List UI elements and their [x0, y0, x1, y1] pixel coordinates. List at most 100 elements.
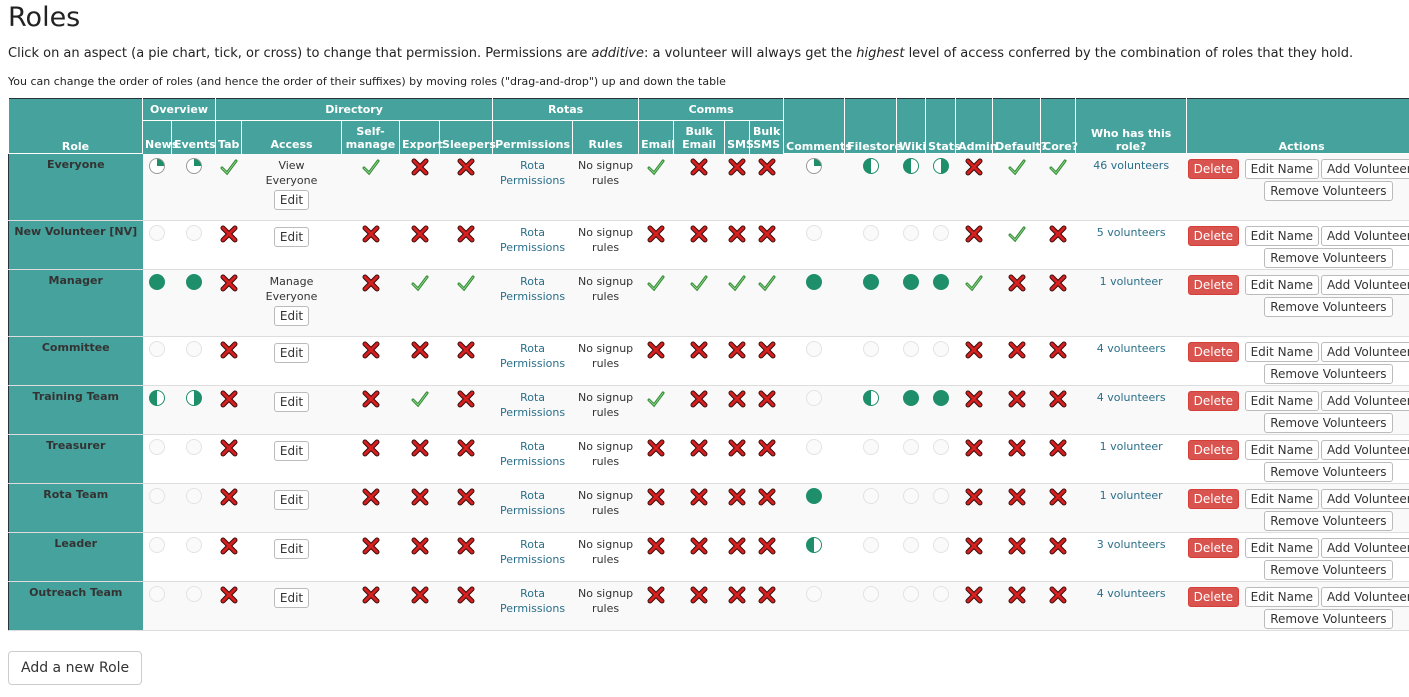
- edit-name-button[interactable]: Edit Name: [1244, 489, 1320, 509]
- access-edit-button[interactable]: Edit: [273, 306, 310, 326]
- remove-volunteers-button[interactable]: Remove Volunteers: [1264, 248, 1393, 268]
- cross-icon[interactable]: [220, 537, 238, 555]
- cross-icon[interactable]: [1049, 341, 1067, 359]
- rota-permissions-link[interactable]: Rota Permissions: [500, 538, 566, 566]
- add-volunteers-button[interactable]: Add Volunteers: [1321, 440, 1409, 460]
- cross-icon[interactable]: [758, 586, 776, 604]
- table-row[interactable]: Manager Manage Everyone Edit Rota Permission…: [8, 269, 1409, 337]
- tick-icon[interactable]: [758, 274, 776, 292]
- tick-icon[interactable]: [647, 274, 665, 292]
- cross-icon[interactable]: [1008, 488, 1026, 506]
- rules-text[interactable]: No signup rules: [578, 342, 634, 370]
- cross-icon[interactable]: [965, 225, 983, 243]
- add-volunteers-button[interactable]: Add Volunteers: [1321, 538, 1409, 558]
- access-edit-button[interactable]: Edit: [273, 539, 310, 559]
- add-volunteers-button[interactable]: Add Volunteers: [1321, 159, 1409, 179]
- table-row[interactable]: Committee Edit Rota Permissions No signup r…: [8, 336, 1409, 386]
- pie-full-icon[interactable]: [806, 274, 823, 290]
- cross-icon[interactable]: [411, 341, 429, 359]
- delete-button[interactable]: Delete: [1187, 440, 1240, 460]
- cross-icon[interactable]: [220, 586, 238, 604]
- cross-icon[interactable]: [965, 537, 983, 555]
- cross-icon[interactable]: [1008, 439, 1026, 457]
- table-row[interactable]: Rota Team Edit Rota Permissions No signup r…: [8, 483, 1409, 533]
- cross-icon[interactable]: [758, 537, 776, 555]
- access-edit-button[interactable]: Edit: [273, 490, 310, 510]
- remove-volunteers-button[interactable]: Remove Volunteers: [1264, 609, 1393, 629]
- pie-empty-icon[interactable]: [149, 341, 165, 357]
- edit-name-button[interactable]: Edit Name: [1244, 391, 1320, 411]
- edit-name-button[interactable]: Edit Name: [1244, 226, 1320, 246]
- rules-text[interactable]: No signup rules: [578, 158, 634, 187]
- delete-button[interactable]: Delete: [1187, 391, 1240, 411]
- cross-icon[interactable]: [1049, 439, 1067, 457]
- cross-icon[interactable]: [647, 439, 665, 457]
- delete-button[interactable]: Delete: [1187, 159, 1240, 179]
- remove-volunteers-button[interactable]: Remove Volunteers: [1264, 560, 1393, 580]
- remove-volunteers-button[interactable]: Remove Volunteers: [1264, 462, 1393, 482]
- edit-name-button[interactable]: Edit Name: [1244, 159, 1320, 179]
- cross-icon[interactable]: [220, 274, 238, 292]
- pie-empty-icon[interactable]: [932, 537, 949, 553]
- cross-icon[interactable]: [647, 341, 665, 359]
- pie-empty-icon[interactable]: [862, 341, 879, 357]
- pie-empty-icon[interactable]: [149, 586, 165, 602]
- pie-empty-icon[interactable]: [932, 341, 949, 357]
- rules-text[interactable]: No signup rules: [578, 587, 634, 615]
- table-row[interactable]: New Volunteer [NV] Edit Rota Permissions No…: [8, 220, 1409, 270]
- rules-text[interactable]: No signup rules: [578, 489, 634, 517]
- cross-icon[interactable]: [411, 439, 429, 457]
- rota-permissions-link[interactable]: Rota Permissions: [500, 342, 566, 370]
- pie-empty-icon[interactable]: [185, 488, 202, 504]
- delete-button[interactable]: Delete: [1187, 587, 1240, 607]
- cross-icon[interactable]: [728, 586, 746, 604]
- cross-icon[interactable]: [728, 225, 746, 243]
- access-edit-button[interactable]: Edit: [273, 189, 310, 210]
- access-edit-button[interactable]: Edit: [273, 588, 310, 608]
- cross-icon[interactable]: [457, 158, 475, 176]
- who-link[interactable]: 4 volunteers: [1096, 391, 1166, 404]
- table-row[interactable]: Treasurer Edit Rota Permissions No signup r…: [8, 434, 1409, 484]
- cross-icon[interactable]: [758, 158, 776, 176]
- cross-icon[interactable]: [647, 225, 665, 243]
- remove-volunteers-button[interactable]: Remove Volunteers: [1264, 364, 1393, 384]
- pie-empty-icon[interactable]: [149, 537, 165, 553]
- cross-icon[interactable]: [690, 390, 708, 408]
- tick-icon[interactable]: [457, 274, 475, 292]
- pie-empty-icon[interactable]: [903, 537, 920, 553]
- who-link[interactable]: 5 volunteers: [1096, 226, 1166, 239]
- pie-full-icon[interactable]: [903, 390, 920, 406]
- cross-icon[interactable]: [965, 586, 983, 604]
- pie-empty-icon[interactable]: [806, 390, 823, 406]
- pie-full-icon[interactable]: [932, 274, 949, 290]
- pie-empty-icon[interactable]: [903, 225, 920, 241]
- delete-button[interactable]: Delete: [1187, 538, 1240, 558]
- cross-icon[interactable]: [362, 390, 380, 408]
- cross-icon[interactable]: [965, 488, 983, 506]
- pie-empty-icon[interactable]: [185, 439, 202, 455]
- delete-button[interactable]: Delete: [1187, 342, 1240, 362]
- tick-icon[interactable]: [647, 158, 665, 176]
- remove-volunteers-button[interactable]: Remove Volunteers: [1264, 297, 1393, 317]
- pie-quarter-icon[interactable]: [149, 157, 165, 174]
- pie-empty-icon[interactable]: [932, 225, 949, 241]
- table-row[interactable]: Outreach Team Edit Rota Permissions No sign…: [8, 581, 1409, 631]
- rota-permissions-link[interactable]: Rota Permissions: [500, 489, 566, 517]
- pie-half-icon[interactable]: [806, 537, 823, 553]
- cross-icon[interactable]: [362, 537, 380, 555]
- edit-name-button[interactable]: Edit Name: [1244, 538, 1320, 558]
- cross-icon[interactable]: [728, 341, 746, 359]
- cross-icon[interactable]: [690, 158, 708, 176]
- pie-empty-icon[interactable]: [862, 586, 879, 602]
- tick-icon[interactable]: [728, 274, 746, 292]
- rota-permissions-link[interactable]: Rota Permissions: [500, 158, 566, 187]
- cross-icon[interactable]: [690, 341, 708, 359]
- delete-button[interactable]: Delete: [1187, 226, 1240, 246]
- cross-icon[interactable]: [1049, 488, 1067, 506]
- pie-empty-icon[interactable]: [185, 225, 202, 241]
- pie-empty-icon[interactable]: [862, 537, 879, 553]
- cross-icon[interactable]: [457, 390, 475, 408]
- table-row[interactable]: Leader Edit Rota Permissions No signup rule…: [8, 532, 1409, 582]
- add-role-button[interactable]: Add a new Role: [8, 651, 143, 685]
- remove-volunteers-button[interactable]: Remove Volunteers: [1264, 181, 1393, 201]
